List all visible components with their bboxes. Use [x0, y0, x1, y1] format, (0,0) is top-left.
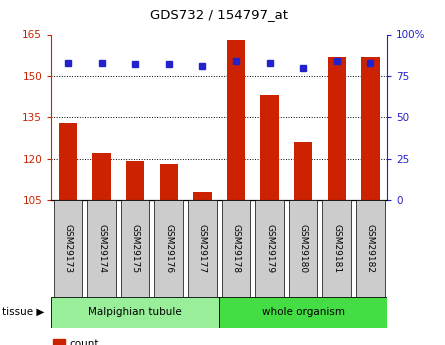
Bar — [328, 57, 346, 200]
Bar — [227, 40, 245, 200]
Bar — [219, 297, 387, 328]
Text: GSM29177: GSM29177 — [198, 224, 207, 273]
Bar — [53, 339, 65, 345]
Bar — [54, 200, 82, 297]
Text: Malpighian tubule: Malpighian tubule — [88, 307, 182, 317]
Text: GDS732 / 154797_at: GDS732 / 154797_at — [150, 8, 288, 21]
Bar — [154, 200, 183, 297]
Bar — [356, 200, 384, 297]
Text: GSM29179: GSM29179 — [265, 224, 274, 273]
Text: GSM29180: GSM29180 — [299, 224, 307, 273]
Text: GSM29173: GSM29173 — [64, 224, 73, 273]
Bar — [87, 200, 116, 297]
Bar — [289, 200, 317, 297]
Text: count: count — [70, 339, 99, 345]
Bar — [126, 161, 145, 200]
Bar — [323, 200, 351, 297]
Text: GSM29174: GSM29174 — [97, 224, 106, 273]
Bar — [361, 57, 380, 200]
Bar — [255, 200, 284, 297]
Bar — [222, 200, 250, 297]
Text: GSM29181: GSM29181 — [332, 224, 341, 273]
Text: whole organism: whole organism — [262, 307, 345, 317]
Bar — [159, 164, 178, 200]
Text: tissue ▶: tissue ▶ — [2, 307, 44, 317]
Text: GSM29182: GSM29182 — [366, 224, 375, 273]
Bar — [188, 200, 217, 297]
Bar — [92, 153, 111, 200]
Bar — [51, 297, 219, 328]
Bar — [121, 200, 150, 297]
Bar — [294, 142, 312, 200]
Bar — [260, 95, 279, 200]
Bar — [59, 123, 77, 200]
Text: GSM29176: GSM29176 — [164, 224, 173, 273]
Text: GSM29178: GSM29178 — [231, 224, 240, 273]
Text: GSM29175: GSM29175 — [131, 224, 140, 273]
Bar — [193, 192, 212, 200]
